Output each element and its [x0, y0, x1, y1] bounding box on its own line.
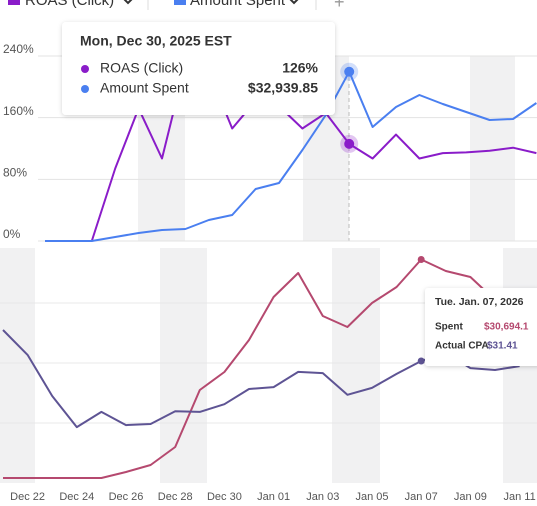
- tooltip-value: $31.41: [487, 341, 518, 352]
- bottom-chart: Dec 22 Dec 24 Dec 26 Dec 28 Dec 30 Jan 01 Jan …: [2, 256, 536, 503]
- chevron: [123, 0, 133, 5]
- hover-point: [344, 66, 355, 77]
- metric-select[interactable]: Amount Spent: [190, 0, 286, 9]
- top-chart: 0% 80% 160% 240%: [3, 42, 537, 242]
- tooltip: Mon, Dec 30, 2025 EST ROAS (Click) 126% …: [62, 22, 335, 115]
- tooltip-value: 126%: [282, 60, 318, 76]
- metric-swatch: [8, 0, 20, 5]
- tooltip-title: Tue. Jan. 07, 2026: [435, 296, 524, 308]
- tooltip-dot: [81, 85, 89, 93]
- series-line: [45, 70, 537, 242]
- x-tick-label: Jan 09: [454, 491, 487, 503]
- x-tick-label: Dec 28: [158, 491, 193, 503]
- x-tick-label: Jan 05: [355, 491, 388, 503]
- tooltip-series: Actual CPA: [435, 341, 489, 352]
- x-tick-label: Jan 01: [257, 491, 290, 503]
- tooltip-dot: [81, 65, 89, 73]
- chevron: [289, 0, 299, 5]
- x-tick-label: Dec 24: [59, 491, 94, 503]
- tooltip-box: [62, 22, 335, 115]
- x-tick-label: Dec 26: [109, 491, 144, 503]
- y-tick-label: 0%: [3, 227, 21, 241]
- hover-point: [344, 138, 355, 149]
- y-tick-label: 80%: [3, 166, 27, 180]
- x-tick-label: Dec 30: [207, 491, 242, 503]
- hover-point: [417, 256, 425, 264]
- series-line: [3, 258, 520, 479]
- add-button[interactable]: +: [334, 0, 345, 12]
- tooltip-value: $30,694.1: [484, 322, 529, 333]
- series-line: [45, 62, 537, 242]
- x-tick-label: Jan 11: [503, 491, 535, 503]
- metric-swatch: [174, 0, 186, 5]
- x-tick-label: Jan 07: [405, 491, 438, 503]
- weekend-bands: [0, 56, 537, 483]
- y-tick-label: 160%: [3, 104, 34, 118]
- x-tick-label: Dec 22: [10, 491, 45, 503]
- tooltip-box: [425, 288, 537, 366]
- tooltip-series: ROAS (Click): [100, 60, 183, 76]
- x-tick-label: Jan 03: [306, 491, 339, 503]
- metric-select[interactable]: ROAS (Click): [25, 0, 114, 9]
- y-tick-label: 240%: [3, 42, 34, 56]
- tooltip-series: Amount Spent: [100, 80, 189, 96]
- tooltip: Tue. Jan. 07, 2026 Spent $30,694.1 Actua…: [425, 288, 537, 366]
- tooltip-series: Spent: [435, 322, 463, 333]
- tooltip-title: Mon, Dec 30, 2025 EST: [80, 33, 232, 49]
- hover-point: [417, 357, 425, 365]
- tooltip-value: $32,939.85: [248, 80, 318, 96]
